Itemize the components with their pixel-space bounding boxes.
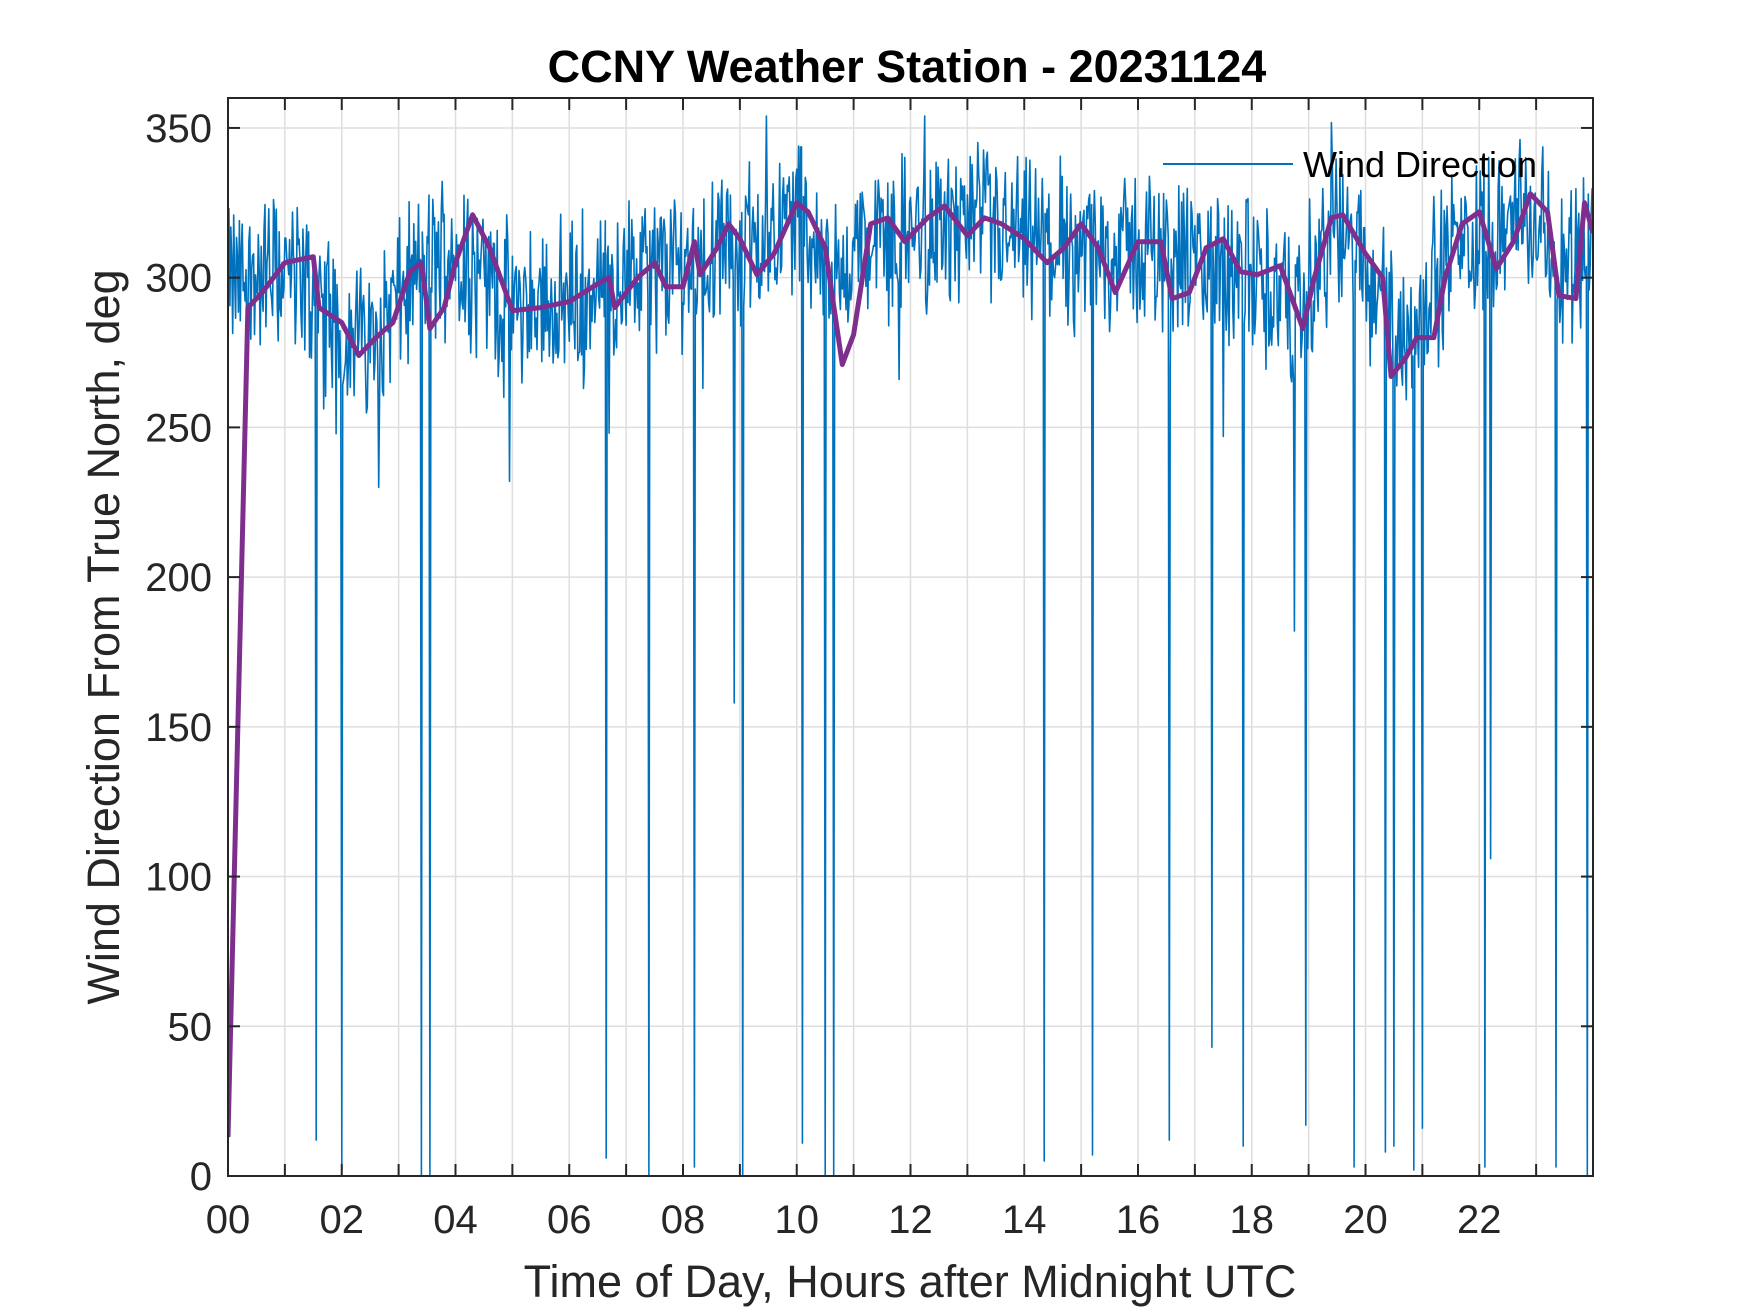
x-tick-label: 10 bbox=[775, 1198, 820, 1242]
x-tick-label: 04 bbox=[433, 1198, 478, 1242]
series-line-wind-direction bbox=[228, 115, 1593, 1176]
y-tick-label: 350 bbox=[145, 107, 212, 151]
x-axis-label: Time of Day, Hours after Midnight UTC bbox=[524, 1256, 1297, 1307]
x-tick-label: 12 bbox=[888, 1198, 933, 1242]
series-line-smoothed bbox=[228, 191, 1593, 1138]
x-tick-label: 16 bbox=[1116, 1198, 1161, 1242]
x-tick-label: 06 bbox=[547, 1198, 592, 1242]
y-tick-label: 300 bbox=[145, 257, 212, 301]
y-tick-label: 250 bbox=[145, 406, 212, 450]
x-tick-label: 08 bbox=[661, 1198, 706, 1242]
x-tick-label: 18 bbox=[1230, 1198, 1275, 1242]
x-tick-label: 14 bbox=[1002, 1198, 1047, 1242]
series-layer bbox=[228, 115, 1593, 1176]
x-tick-label: 02 bbox=[320, 1198, 365, 1242]
legend-label-wind-direction: Wind Direction bbox=[1303, 144, 1537, 185]
chart-title: CCNY Weather Station - 20231124 bbox=[548, 41, 1267, 92]
y-tick-label: 0 bbox=[190, 1155, 212, 1199]
x-tick-label: 22 bbox=[1457, 1198, 1502, 1242]
y-tick-label: 150 bbox=[145, 706, 212, 750]
legend: Wind Direction bbox=[1163, 144, 1537, 185]
y-tick-label: 100 bbox=[145, 856, 212, 900]
axis-ticks: 00 02 04 06 08 10 12 14 16 18 20 22 0 50 100 150 200 250 3… bbox=[145, 98, 1594, 1242]
x-tick-label: 20 bbox=[1343, 1198, 1388, 1242]
y-tick-label: 200 bbox=[145, 556, 212, 600]
y-tick-label: 50 bbox=[168, 1005, 213, 1049]
x-tick-label: 00 bbox=[206, 1198, 251, 1242]
y-axis-label: Wind Direction From True North, deg bbox=[78, 269, 129, 1004]
